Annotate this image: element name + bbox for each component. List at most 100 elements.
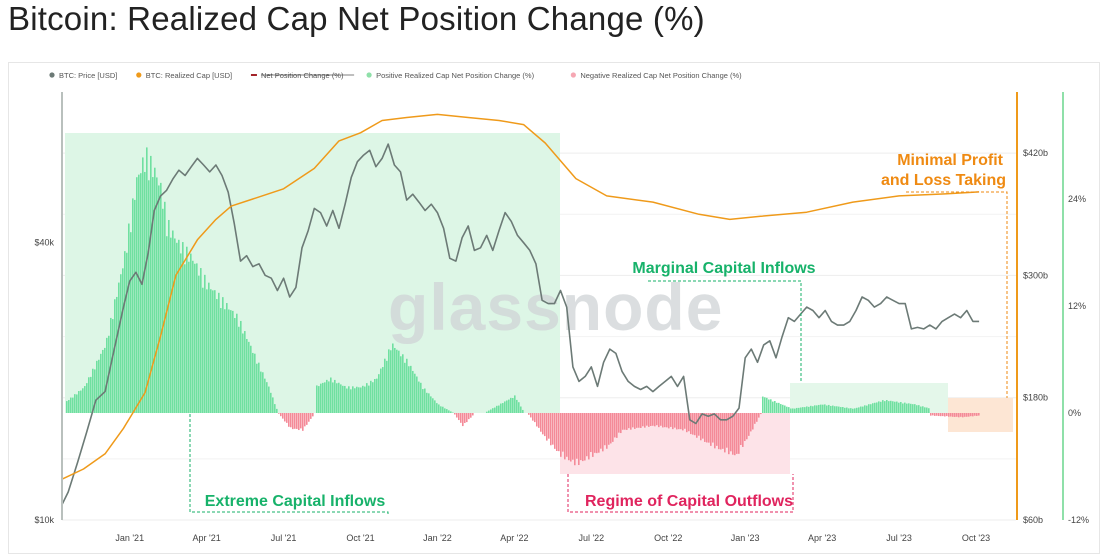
bar-positive [902, 403, 904, 413]
bar-positive [808, 406, 810, 413]
bar-positive [436, 403, 438, 413]
bar-positive [426, 392, 428, 413]
bar-positive [248, 341, 250, 413]
bar-negative [528, 413, 530, 415]
legend-item-4[interactable]: Negative Realized Cap Net Position Chang… [570, 71, 742, 80]
bar-negative [716, 413, 718, 446]
bar-positive [340, 384, 342, 413]
bar-positive [904, 402, 906, 413]
annot-extreme-inflows: Extreme Capital Inflows [205, 493, 386, 510]
bar-negative [934, 413, 936, 416]
bar-positive [912, 404, 914, 413]
bar-positive [336, 383, 338, 413]
legend[interactable]: BTC: Price [USD] BTC: Realized Cap [USD] N… [49, 71, 742, 80]
bar-negative [604, 413, 606, 446]
legend-item-3[interactable]: Positive Realized Cap Net Position Chang… [366, 71, 535, 80]
bar-positive [96, 360, 98, 413]
bar-negative [944, 413, 946, 417]
bar-positive [918, 405, 920, 413]
bar-positive [444, 408, 446, 413]
bar-negative [292, 413, 294, 430]
bar-negative [650, 413, 652, 426]
bar-positive [394, 347, 396, 413]
bar-negative [736, 413, 738, 454]
legend-label: BTC: Price [USD] [59, 71, 117, 80]
bar-positive [782, 404, 784, 413]
bar-negative [940, 413, 942, 417]
x-tick: Apr '23 [808, 533, 836, 543]
bar-positive [498, 405, 500, 413]
y-right-pct-tick: 24% [1068, 194, 1086, 204]
bar-positive [844, 407, 846, 413]
bar-positive [166, 236, 168, 413]
bar-positive [112, 319, 114, 413]
y-right-pct-tick: 12% [1068, 301, 1086, 311]
bar-positive [118, 282, 120, 413]
bar-positive [506, 400, 508, 413]
bar-positive [270, 392, 272, 413]
bar-positive [226, 303, 228, 413]
bar-negative [646, 413, 648, 426]
bar-negative [670, 413, 672, 427]
bar-negative [732, 413, 734, 455]
bar-positive [854, 408, 856, 413]
bar-negative [590, 413, 592, 453]
bar-negative [628, 413, 630, 429]
bar-positive [104, 347, 106, 413]
legend-item-1[interactable]: BTC: Realized Cap [USD] [136, 71, 232, 80]
bar-negative [722, 413, 724, 449]
bar-negative [734, 413, 736, 456]
legend-label: Net Position Change (%) [261, 71, 344, 80]
bar-positive [896, 401, 898, 413]
bar-negative [600, 413, 602, 449]
bar-negative [674, 413, 676, 428]
bar-positive [796, 407, 798, 413]
bar-positive [126, 252, 128, 413]
bar-negative [720, 413, 722, 450]
bar-negative [630, 413, 632, 430]
bar-negative [644, 413, 646, 428]
bar-positive [170, 237, 172, 413]
bar-positive [160, 182, 162, 413]
bar-positive [520, 406, 522, 413]
bar-positive [792, 408, 794, 413]
bar-positive [246, 339, 248, 413]
bar-positive [190, 253, 192, 413]
bar-negative [634, 413, 636, 429]
bar-negative [312, 413, 314, 417]
legend-swatch [49, 72, 55, 78]
bar-positive [510, 397, 512, 413]
bar-positive [152, 177, 154, 413]
bar-positive [260, 371, 262, 413]
bar-positive [500, 403, 502, 413]
bar-positive [162, 208, 164, 413]
x-tick: Jan '22 [423, 533, 452, 543]
bar-positive [442, 406, 444, 413]
bar-negative [616, 413, 618, 438]
bar-negative [932, 413, 934, 416]
legend-item-2[interactable]: Net Position Change (%) [250, 71, 355, 80]
y-right-cap-tick: $300b [1023, 270, 1048, 280]
bar-positive [86, 383, 88, 413]
bar-positive [256, 363, 258, 413]
bar-positive [830, 405, 832, 413]
bar-negative [728, 413, 730, 455]
bar-negative [660, 413, 662, 426]
bar-negative [686, 413, 688, 433]
annot-line-outflows [567, 474, 794, 513]
bar-negative [562, 413, 564, 452]
bar-negative [952, 413, 954, 417]
bar-negative [572, 413, 574, 460]
bar-positive [172, 230, 174, 413]
bar-positive [200, 268, 202, 413]
x-tick: Apr '22 [500, 533, 528, 543]
bar-positive [386, 360, 388, 413]
bar-positive [158, 185, 160, 413]
bar-positive [800, 407, 802, 413]
bar-positive [354, 388, 356, 413]
bar-negative [958, 413, 960, 418]
legend-item-0[interactable]: BTC: Price [USD] [49, 71, 117, 80]
bar-positive [194, 263, 196, 413]
annot-outflows: Regime of Capital Outflows [585, 493, 793, 510]
